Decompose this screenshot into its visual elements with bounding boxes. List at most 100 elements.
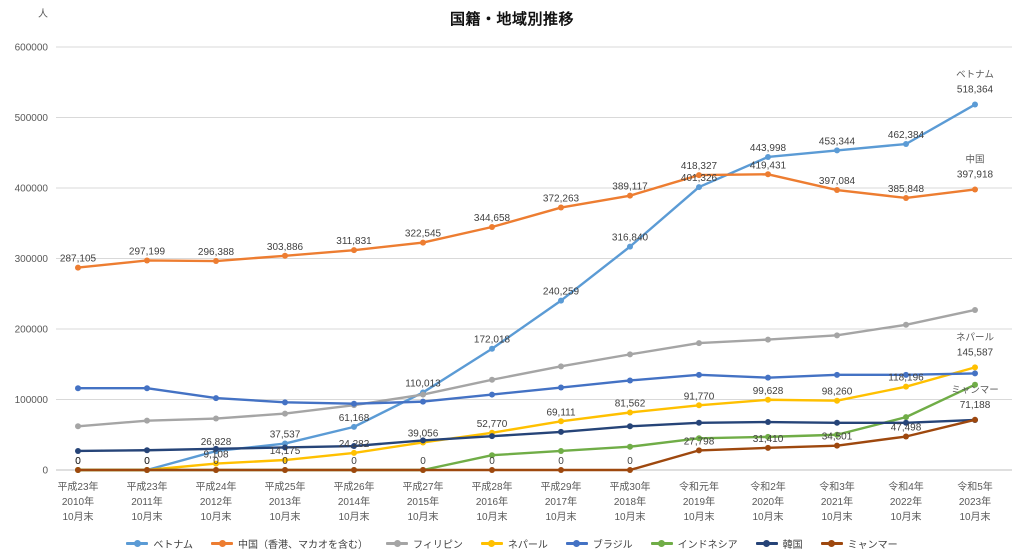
data-point-indonesia [558, 447, 564, 454]
data-label-china: 311,831 [336, 236, 372, 247]
data-point-brazil [282, 399, 288, 406]
data-point-korea [282, 444, 288, 451]
data-label-nepal: 39,056 [408, 428, 439, 439]
data-point-korea [420, 437, 426, 444]
data-point-china [282, 252, 288, 259]
data-point-philippines [420, 391, 426, 398]
chart-title: 国籍・地域別推移 [449, 11, 574, 28]
data-point-nepal [282, 457, 288, 464]
legend-item-brazil: ブラジル [565, 536, 633, 551]
data-point-philippines [627, 351, 633, 358]
data-point-myanmar [765, 444, 771, 451]
data-point-brazil [627, 377, 633, 384]
data-point-brazil [834, 371, 840, 378]
data-point-vietnam [834, 147, 840, 154]
legend-label: ミャンマー [847, 540, 898, 551]
x-axis-label: 平成26年 2014年 10月末 [333, 480, 374, 523]
data-point-nepal [351, 449, 357, 456]
data-point-nepal [972, 364, 978, 371]
data-label-nepal: 145,587 [957, 347, 994, 358]
series-labels-nepal: 0 09,108 14,17524,28239,05652,77069,11181,… [75, 332, 994, 467]
legend-marker-dot-icon [658, 540, 666, 548]
series-path-vietnam [76, 103, 977, 472]
data-point-myanmar [903, 433, 909, 440]
data-point-nepal [558, 418, 564, 425]
data-label-china: 385,848 [888, 184, 925, 195]
data-label-vietnam: 172,018 [474, 335, 511, 346]
series-line-philippines [75, 306, 978, 430]
data-point-nepal [903, 383, 909, 390]
data-label-china: 322,545 [405, 229, 442, 240]
data-point-china [627, 192, 633, 199]
data-label-china: 372,263 [543, 194, 580, 205]
data-point-vietnam [765, 153, 771, 160]
series-path-myanmar [76, 418, 977, 472]
series-end-name-vietnam: ベトナム [956, 70, 994, 81]
data-label-myanmar: 0 [282, 456, 288, 467]
data-point-vietnam [351, 423, 357, 430]
data-point-korea [834, 419, 840, 426]
data-point-brazil [75, 385, 81, 392]
legend-marker-icon [820, 540, 843, 548]
data-label-nepal: 99,628 [753, 386, 784, 397]
data-label-china: 389,117 [612, 182, 648, 193]
series-path-nepal [76, 366, 977, 472]
data-label-nepal: 81,562 [615, 398, 646, 409]
legend-marker-icon [480, 540, 503, 548]
data-label-vietnam: 443,998 [750, 143, 787, 154]
legend-item-myanmar: ミャンマー [820, 536, 898, 551]
data-label-myanmar: 0 [489, 456, 495, 467]
data-point-indonesia [834, 431, 840, 438]
data-point-philippines [213, 415, 219, 422]
data-point-brazil [696, 371, 702, 378]
data-label-china: 303,886 [267, 242, 304, 253]
data-label-myanmar: 0 [75, 456, 81, 467]
data-label-nepal: 9,108 [203, 450, 228, 461]
data-point-philippines [903, 321, 909, 328]
legend-marker-icon [650, 540, 673, 548]
data-point-indonesia [696, 435, 702, 442]
series-labels-vietnam: 0 0 26,828 37,537 61,168 110,013 172,018 240,25… [75, 70, 994, 467]
data-point-indonesia [489, 452, 495, 459]
data-point-myanmar [558, 467, 564, 473]
series-end-name-nepal: ネパール [956, 332, 995, 343]
data-point-brazil [972, 370, 978, 377]
data-label-nepal: 24,282 [339, 439, 370, 450]
data-point-philippines [696, 340, 702, 347]
data-label-china: 397,918 [957, 169, 994, 180]
data-point-nepal [834, 397, 840, 404]
series-line-myanmar [75, 416, 978, 473]
data-point-china [696, 172, 702, 179]
data-point-korea [213, 445, 219, 452]
data-label-nepal: 91,770 [684, 391, 715, 402]
data-point-china [75, 264, 81, 271]
data-label-nepal: 52,770 [477, 419, 508, 430]
data-point-korea [696, 419, 702, 426]
series-labels-myanmar: 0 0 0 0 0 0 0 0 0 27,798 31,410 34,501 47,498 ミャンマー 71… [75, 385, 999, 467]
x-axis-label: 平成27年 2015年 10月末 [402, 480, 443, 523]
series-end-name-myanmar: ミャンマー [951, 385, 999, 396]
data-point-nepal [696, 402, 702, 409]
data-point-brazil [765, 374, 771, 381]
data-point-indonesia [765, 433, 771, 440]
data-point-korea [489, 433, 495, 440]
legend-marker-dot-icon [133, 540, 141, 548]
data-label-myanmar: 47,498 [891, 423, 922, 434]
data-label-vietnam: 316,840 [612, 233, 649, 244]
data-label-myanmar: 34,501 [822, 432, 853, 443]
data-point-brazil [558, 384, 564, 391]
data-label-china: 297,199 [129, 246, 166, 257]
data-label-nepal: 14,175 [270, 446, 301, 457]
y-axis-tick-label: 500000 [15, 113, 49, 124]
data-label-vietnam: 110,013 [405, 378, 441, 389]
x-axis-label: 平成30年 2018年 10月末 [609, 480, 650, 523]
data-point-korea [144, 447, 150, 454]
data-point-vietnam [903, 141, 909, 148]
data-label-china: 296,388 [198, 247, 235, 258]
data-label-myanmar: 0 [627, 456, 633, 467]
legend-marker-icon [755, 540, 778, 548]
y-axis-grid: 0 100000 200000 300000 400000 500000 600000 人 [15, 8, 1012, 477]
y-axis-tick-label: 200000 [15, 325, 49, 336]
data-point-vietnam [489, 345, 495, 352]
